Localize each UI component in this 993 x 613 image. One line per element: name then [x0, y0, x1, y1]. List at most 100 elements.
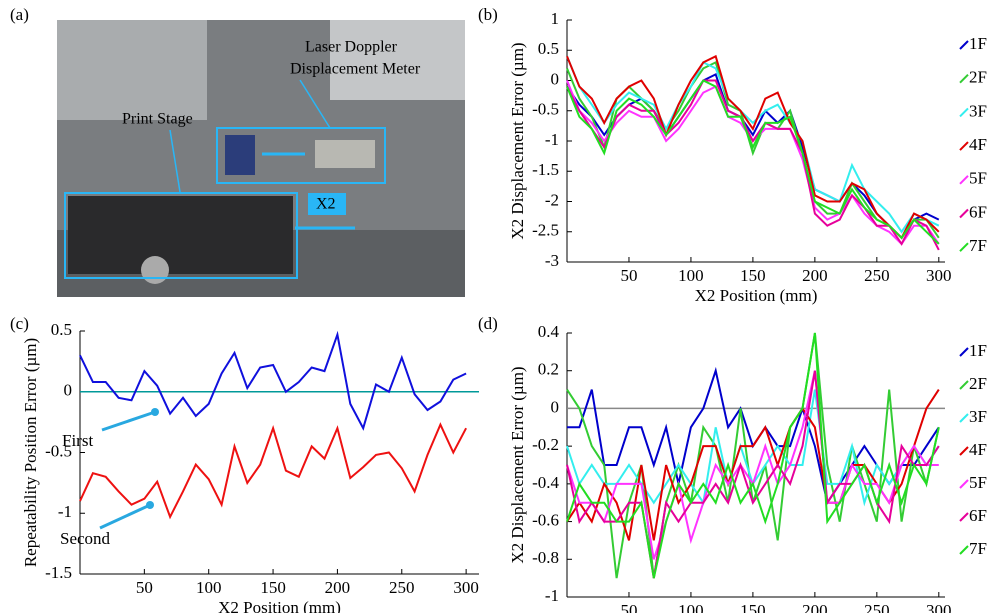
annotation-arrowhead — [146, 501, 154, 509]
legend-label: 5F — [969, 169, 987, 188]
series-line — [566, 60, 940, 240]
legend-swatch — [959, 107, 969, 118]
x-tick-label: 300 — [926, 266, 952, 285]
x-tick-label: 100 — [678, 601, 704, 613]
panel-label: (d) — [478, 314, 498, 333]
y-tick-label: 0.2 — [538, 360, 559, 379]
annotation-arrowhead — [151, 408, 159, 416]
x-tick-label: 200 — [802, 601, 828, 613]
legend-label: 3F — [969, 101, 987, 120]
y-tick-label: -0.8 — [532, 548, 559, 567]
annotation: Laser Doppler — [305, 39, 398, 56]
y-axis-label: X2 Displacement Error (µm) — [508, 42, 527, 239]
y-tick-label: 0.5 — [538, 39, 559, 58]
highlight-box — [216, 127, 386, 184]
legend-swatch — [959, 347, 969, 357]
legend-swatch — [959, 141, 969, 151]
photo-meter — [315, 140, 375, 168]
x-tick-label: 50 — [136, 578, 153, 597]
legend-label: 4F — [969, 440, 987, 459]
legend-swatch — [959, 446, 969, 456]
photo: Laser Doppler Displacement Meter Print S… — [57, 20, 465, 297]
highlight-box — [64, 192, 298, 279]
legend-label: 4F — [969, 135, 987, 154]
annotation: X2 — [316, 196, 336, 213]
label-box — [308, 193, 346, 215]
series-line — [566, 332, 940, 579]
photo-machine — [330, 20, 465, 100]
y-tick-label: -2 — [545, 190, 559, 209]
y-tick-label: -1 — [545, 586, 559, 605]
y-tick-label: -2.5 — [532, 221, 559, 240]
panel-label: (a) — [10, 5, 29, 24]
legend-label: 3F — [969, 407, 987, 426]
y-tick-label: -1 — [545, 130, 559, 149]
x-tick-label: 250 — [864, 266, 890, 285]
x-tick-label: 200 — [325, 578, 351, 597]
legend-swatch — [959, 175, 969, 185]
y-tick-label: -0.2 — [532, 435, 559, 454]
y-tick-label: 0.4 — [538, 322, 560, 341]
annotation-arrow — [101, 410, 156, 432]
y-tick-label: 1 — [551, 9, 560, 28]
legend-swatch — [959, 545, 969, 555]
x-tick-label: 150 — [740, 266, 766, 285]
annotation-arrow — [99, 503, 151, 530]
series-line — [566, 79, 940, 251]
photo-wheel — [141, 256, 169, 284]
x-tick-label: 50 — [620, 601, 637, 613]
series-line — [79, 330, 467, 431]
x-tick-label: 250 — [389, 578, 415, 597]
y-tick-label: -3 — [545, 251, 559, 270]
series-line — [566, 54, 940, 240]
x-tick-label: 150 — [260, 578, 286, 597]
x-tick-label: 300 — [926, 601, 952, 613]
y-tick-label: -0.5 — [532, 100, 559, 119]
x-tick-label: 200 — [802, 266, 828, 285]
y-tick-label: 0 — [551, 69, 560, 88]
x-tick-label: 150 — [740, 601, 766, 613]
legend-swatch — [959, 479, 969, 489]
photo-wall — [57, 20, 207, 120]
annotation: Displacement Meter — [290, 61, 421, 78]
legend-swatch — [959, 242, 969, 252]
x-tick-label: 250 — [864, 601, 890, 613]
legend-swatch — [959, 40, 969, 50]
photo-mount — [225, 135, 255, 175]
legend-swatch — [959, 413, 969, 423]
series-line — [566, 55, 940, 234]
legend-label: 6F — [969, 506, 987, 525]
legend-swatch — [959, 73, 969, 84]
photo-stage — [68, 196, 293, 274]
leader-line — [299, 79, 331, 129]
y-axis-label: Repeatability Position Error (µm) — [21, 338, 40, 567]
legend-label: 1F — [969, 341, 987, 360]
legend-swatch — [959, 512, 969, 522]
y-axis-label: X2 Displacement Error (µm) — [508, 366, 527, 563]
y-tick-label: 0.5 — [51, 320, 72, 339]
y-tick-label: -0.4 — [532, 473, 559, 492]
y-tick-label: -0.5 — [45, 441, 72, 460]
series-line — [79, 422, 467, 520]
series-line — [566, 332, 940, 579]
panel-label: (c) — [10, 314, 29, 333]
leader-line — [169, 129, 181, 193]
y-tick-label: 0 — [64, 381, 73, 400]
legend-label: 2F — [969, 374, 987, 393]
y-tick-label: 0 — [551, 397, 560, 416]
annotation: Print Stage — [122, 111, 193, 128]
legend-swatch — [959, 208, 969, 219]
legend-label: 5F — [969, 473, 987, 492]
x-tick-label: 300 — [453, 578, 479, 597]
series-line — [566, 79, 940, 245]
legend-label: 6F — [969, 202, 987, 221]
annotation: First — [62, 431, 93, 450]
x-tick-label: 100 — [196, 578, 222, 597]
x-tick-label: 100 — [678, 266, 704, 285]
legend-label: 2F — [969, 68, 987, 87]
panel-label: (b) — [478, 5, 498, 24]
legend-label: 7F — [969, 539, 987, 558]
y-tick-label: -1.5 — [532, 160, 559, 179]
legend-label: 1F — [969, 34, 987, 53]
